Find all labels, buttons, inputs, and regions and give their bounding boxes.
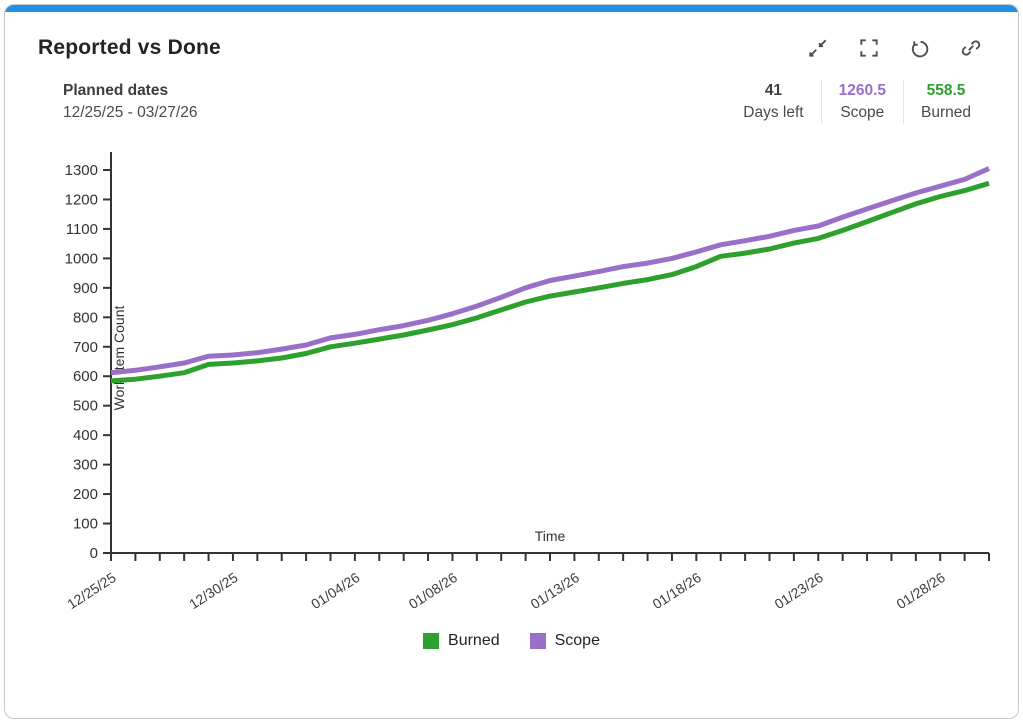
svg-text:200: 200 [73, 486, 98, 503]
svg-text:01/13/26: 01/13/26 [528, 569, 583, 612]
x-axis-title: Time [535, 528, 566, 544]
widget-subheader: Planned dates 12/25/25 - 03/27/26 41 Day… [5, 60, 1018, 124]
x-axis-labels: 12/25/25 12/30/25 01/04/26 01/08/26 01/13/26… [64, 569, 948, 612]
x-axis-ticks [111, 553, 989, 561]
svg-text:100: 100 [73, 516, 98, 533]
series-line-scope [111, 169, 989, 373]
stat-burned: 558.5 Burned [903, 80, 988, 124]
widget-header: Reported vs Done [5, 12, 1018, 60]
svg-text:01/18/26: 01/18/26 [650, 569, 705, 612]
stat-days-left-label: Days left [743, 102, 803, 124]
svg-text:1000: 1000 [65, 250, 98, 267]
y-axis-title: Work Item Count [111, 306, 127, 411]
burned-swatch [423, 633, 439, 649]
reset-icon[interactable] [909, 37, 931, 59]
svg-text:01/08/26: 01/08/26 [406, 569, 461, 612]
chart-legend: Burned Scope [5, 632, 1018, 650]
page-title: Reported vs Done [38, 36, 221, 60]
stats-group: 41 Days left 1260.5 Scope 558.5 Burned [726, 80, 988, 124]
legend-item-burned[interactable]: Burned [423, 632, 500, 650]
legend-label-scope: Scope [555, 632, 600, 650]
svg-text:01/04/26: 01/04/26 [308, 569, 363, 612]
scope-swatch [530, 633, 546, 649]
header-icon-group [807, 37, 982, 59]
svg-text:0: 0 [90, 545, 98, 562]
svg-text:1200: 1200 [65, 191, 98, 208]
stat-days-left-value: 41 [743, 80, 803, 102]
link-icon[interactable] [960, 37, 982, 59]
stat-scope: 1260.5 Scope [821, 80, 903, 124]
accent-bar [5, 5, 1018, 12]
svg-text:01/28/26: 01/28/26 [893, 569, 948, 612]
planned-dates: Planned dates 12/25/25 - 03/27/26 [63, 80, 197, 124]
chart-area: 0 100 200 300 400 500 600 700 800 900 1000 1100 1200… [21, 130, 1018, 630]
stat-days-left: 41 Days left [726, 80, 820, 124]
svg-text:1300: 1300 [65, 162, 98, 179]
svg-text:12/25/25: 12/25/25 [64, 569, 119, 612]
collapse-icon[interactable] [807, 37, 829, 59]
svg-text:400: 400 [73, 427, 98, 444]
svg-text:1100: 1100 [66, 221, 98, 238]
planned-dates-label: Planned dates [63, 80, 197, 102]
stat-scope-label: Scope [839, 102, 886, 124]
svg-text:300: 300 [73, 457, 98, 474]
stat-scope-value: 1260.5 [839, 80, 886, 102]
widget-card: Reported vs Done [4, 4, 1019, 719]
planned-dates-value: 12/25/25 - 03/27/26 [63, 102, 197, 124]
svg-text:600: 600 [73, 368, 98, 385]
burnup-chart: 0 100 200 300 400 500 600 700 800 900 1000 1100 1200… [21, 130, 1011, 625]
legend-label-burned: Burned [448, 632, 500, 650]
stat-burned-value: 558.5 [921, 80, 971, 102]
fullscreen-icon[interactable] [858, 37, 880, 59]
svg-text:900: 900 [73, 280, 98, 297]
svg-text:500: 500 [73, 398, 98, 415]
svg-text:12/30/25: 12/30/25 [186, 569, 241, 612]
legend-item-scope[interactable]: Scope [530, 632, 600, 650]
svg-text:700: 700 [73, 339, 98, 356]
stat-burned-label: Burned [921, 102, 971, 124]
svg-text:800: 800 [73, 309, 98, 326]
y-axis-ticks: 0 100 200 300 400 500 600 700 800 900 1000 1100 1200… [65, 162, 111, 562]
svg-text:01/23/26: 01/23/26 [771, 569, 826, 612]
